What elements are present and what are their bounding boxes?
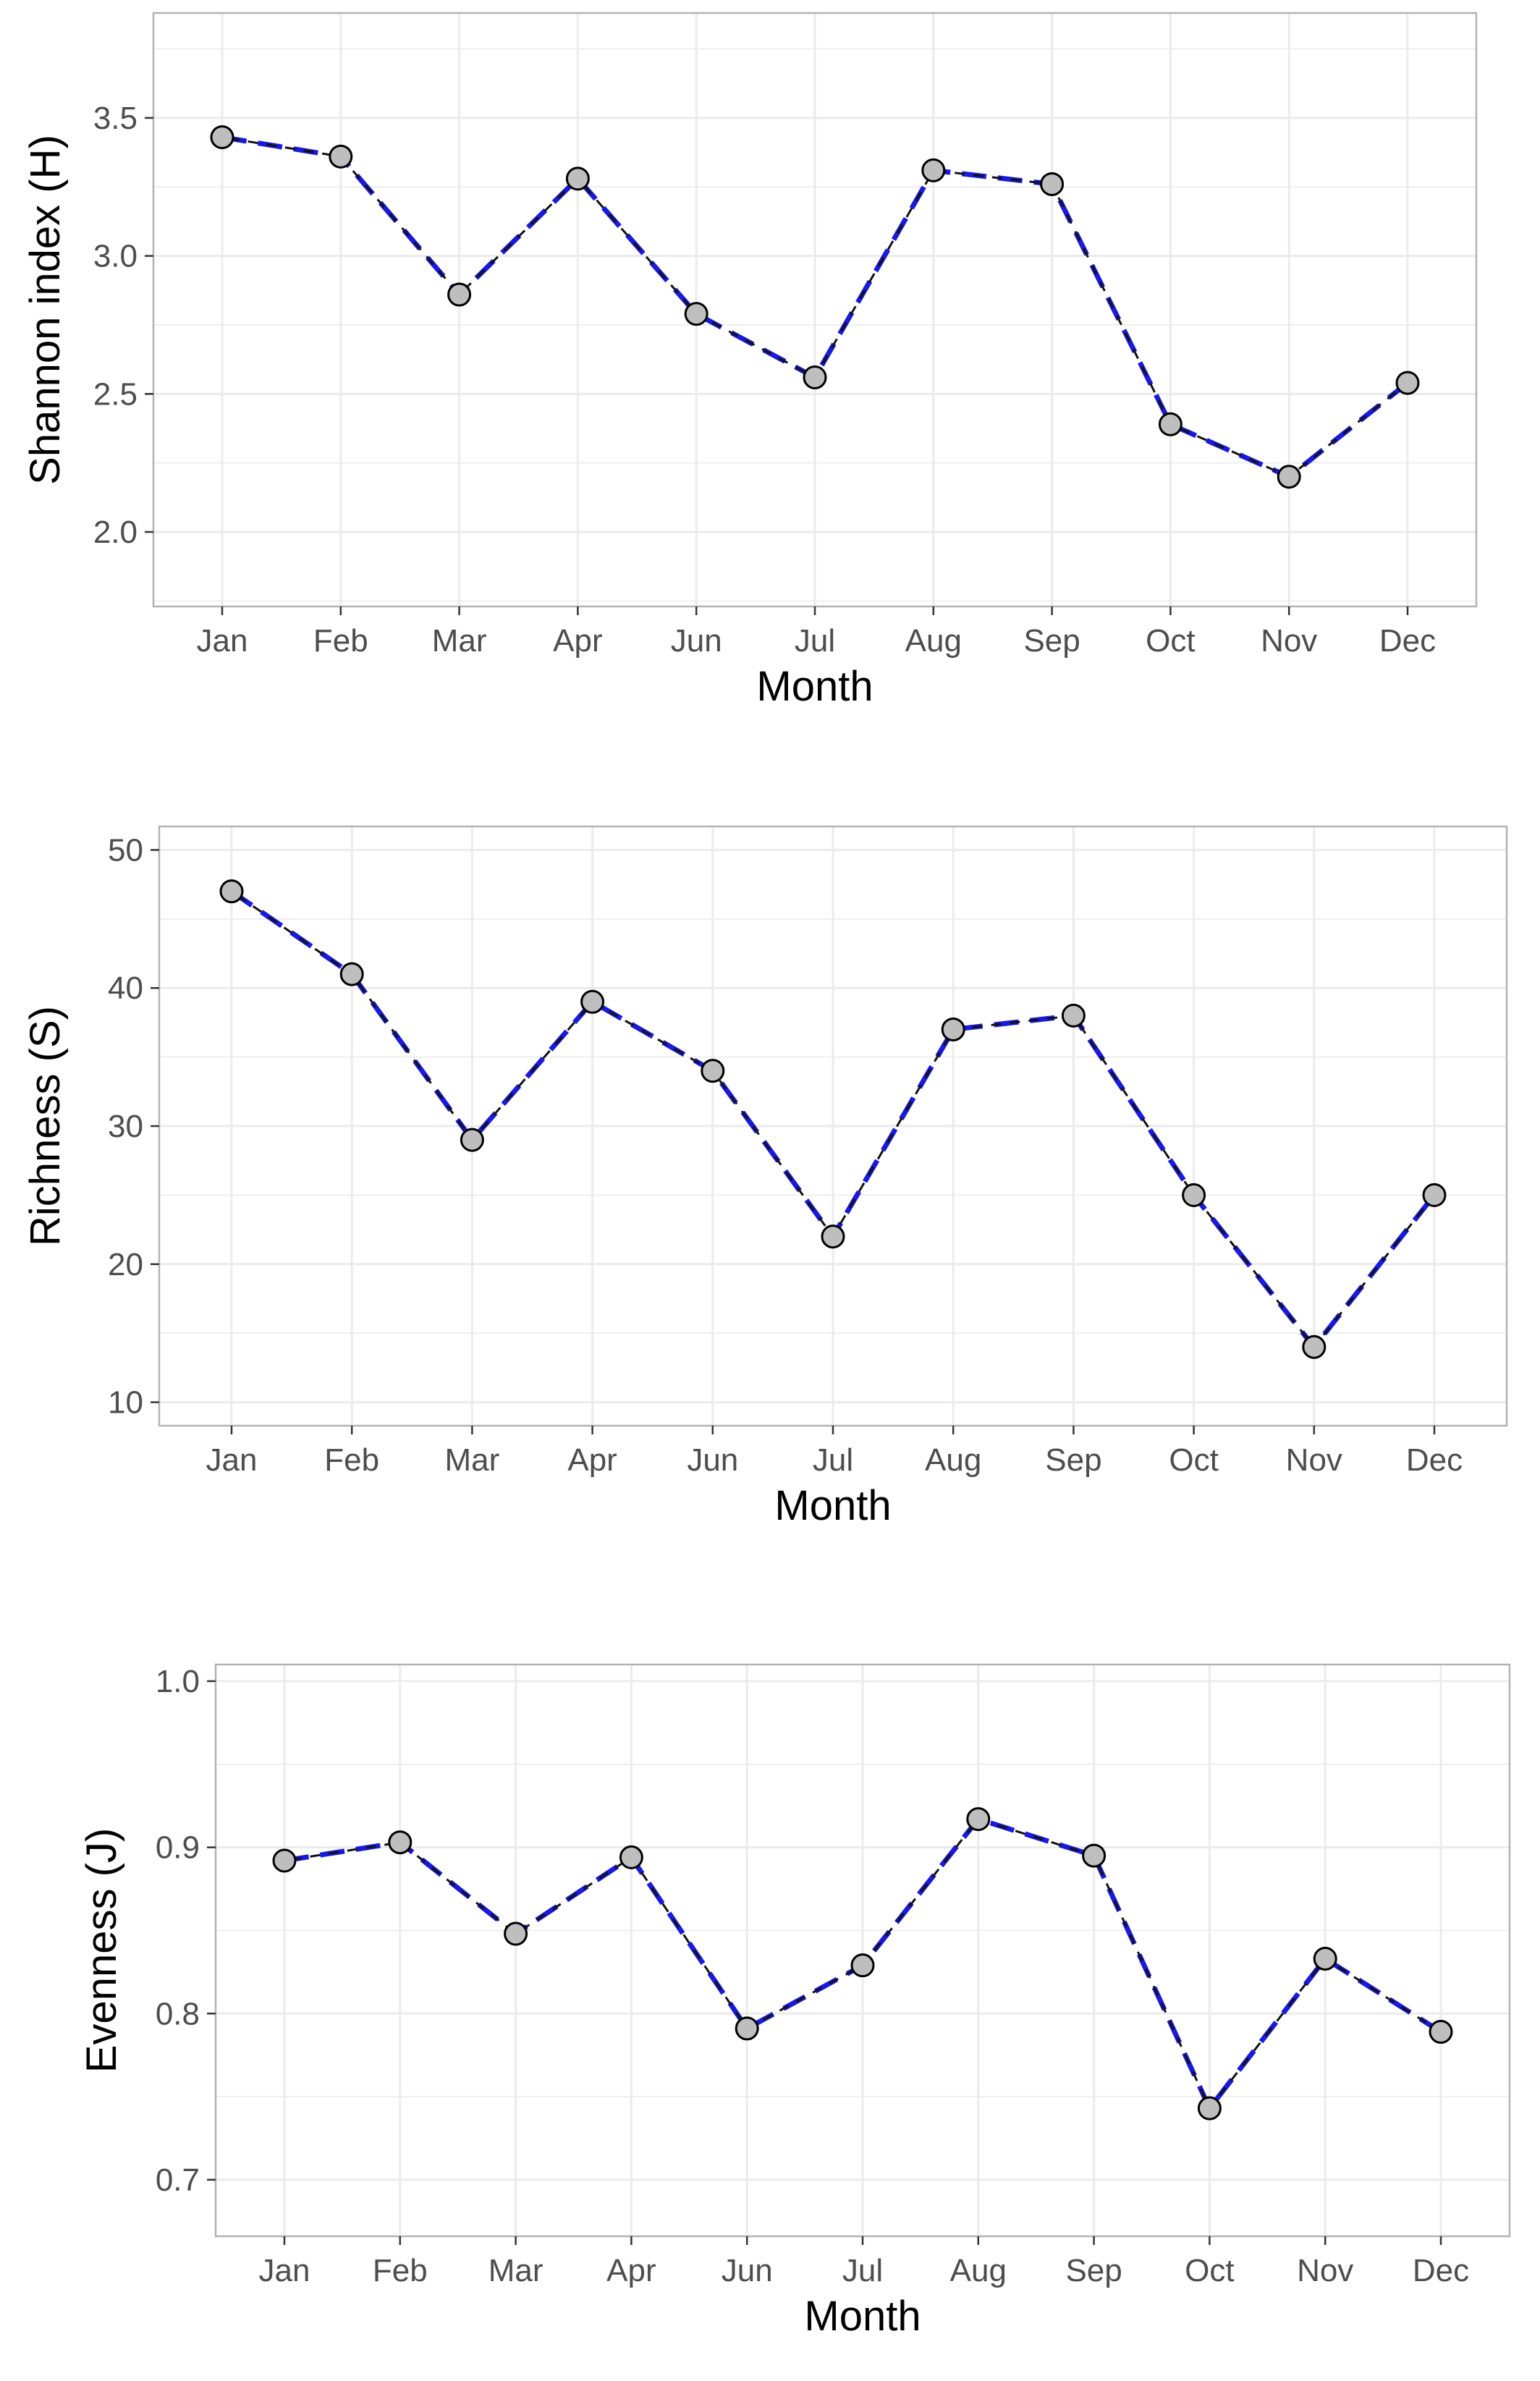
shannon-data-point bbox=[921, 158, 946, 182]
evenness-x-tick-label: Nov bbox=[1297, 2253, 1353, 2288]
shannon-x-tick-label: Jan bbox=[197, 623, 248, 659]
richness-data-point bbox=[1302, 1335, 1327, 1359]
richness-data-point bbox=[701, 1059, 725, 1083]
evenness-data-point bbox=[1197, 2096, 1222, 2120]
evenness-x-tick-label: Mar bbox=[488, 2253, 543, 2288]
richness-data-point bbox=[821, 1225, 845, 1249]
evenness-data-point bbox=[388, 1830, 412, 1855]
richness-data-point bbox=[580, 989, 605, 1014]
richness-x-tick-label: Jul bbox=[813, 1442, 853, 1478]
richness-data-point bbox=[1422, 1183, 1447, 1207]
shannon-y-tick-label: 3.5 bbox=[93, 101, 138, 136]
richness-y-tick-label: 20 bbox=[108, 1247, 143, 1282]
shannon-x-tick-label: Nov bbox=[1261, 623, 1317, 659]
shannon-x-tick-label: Mar bbox=[432, 623, 487, 659]
evenness-panel: 0.7 0.8 0.9 1.0 Jan Feb Mar Apr Jun Jul Aug Sep Oct N… bbox=[78, 1663, 1511, 2340]
richness-panel: 10 20 30 40 50 Jan Feb Mar Apr Jun Jul Aug Sep Oct Nov… bbox=[22, 825, 1508, 1529]
shannon-y-axis-title: Shannon index (H) bbox=[22, 135, 69, 485]
evenness-y-tick-label: 1.0 bbox=[156, 1664, 200, 1699]
richness-x-tick-label: Aug bbox=[925, 1442, 981, 1478]
shannon-x-tick-label: Apr bbox=[553, 623, 602, 659]
evenness-x-tick-label: Dec bbox=[1413, 2253, 1469, 2288]
evenness-x-tick-label: Jul bbox=[842, 2253, 883, 2288]
richness-x-tick-label: Nov bbox=[1286, 1442, 1342, 1478]
evenness-x-tick-label: Apr bbox=[606, 2253, 656, 2288]
richness-x-tick-label: Dec bbox=[1406, 1442, 1463, 1478]
evenness-x-tick-label: Jan bbox=[259, 2253, 310, 2288]
evenness-data-point bbox=[504, 1921, 528, 1946]
richness-data-point bbox=[941, 1017, 965, 1041]
shannon-y-tick-label: 3.0 bbox=[93, 239, 138, 274]
shannon-data-point bbox=[684, 302, 708, 326]
evenness-data-point bbox=[1429, 2020, 1453, 2044]
evenness-data-point bbox=[966, 1807, 991, 1832]
richness-x-tick-label: Sep bbox=[1045, 1442, 1101, 1478]
evenness-y-tick-label: 0.7 bbox=[156, 2162, 200, 2198]
shannon-x-tick-label: Jun bbox=[671, 623, 722, 659]
evenness-data-point bbox=[272, 1848, 297, 1873]
shannon-data-point bbox=[1040, 172, 1065, 196]
richness-y-axis-title: Richness (S) bbox=[22, 1006, 69, 1246]
evenness-y-tick-label: 0.9 bbox=[156, 1830, 200, 1866]
richness-data-point bbox=[460, 1128, 484, 1152]
shannon-data-point bbox=[565, 166, 590, 191]
evenness-x-tick-label: Sep bbox=[1065, 2253, 1122, 2288]
shannon-data-point bbox=[329, 144, 353, 169]
richness-y-tick-label: 30 bbox=[108, 1109, 143, 1144]
shannon-data-point bbox=[803, 365, 827, 389]
richness-data-point bbox=[339, 962, 364, 986]
evenness-data-point bbox=[1313, 1946, 1337, 1971]
shannon-data-point bbox=[1158, 412, 1182, 436]
richness-x-tick-label: Apr bbox=[567, 1442, 617, 1478]
shannon-data-point bbox=[447, 282, 472, 307]
evenness-data-point bbox=[850, 1953, 875, 1978]
shannon-x-tick-label: Sep bbox=[1023, 623, 1080, 659]
richness-x-tick-label: Mar bbox=[445, 1442, 500, 1478]
evenness-data-point bbox=[619, 1845, 643, 1869]
shannon-x-tick-label: Oct bbox=[1146, 623, 1195, 659]
shannon-data-point bbox=[1395, 371, 1420, 395]
evenness-x-tick-label: Aug bbox=[950, 2253, 1007, 2288]
shannon-data-point bbox=[1277, 465, 1301, 489]
richness-y-tick-label: 10 bbox=[108, 1385, 143, 1421]
richness-data-point bbox=[219, 879, 244, 904]
shannon-y-tick-label: 2.0 bbox=[93, 515, 138, 550]
richness-data-point bbox=[1182, 1183, 1206, 1207]
evenness-x-tick-label: Oct bbox=[1185, 2253, 1234, 2288]
richness-y-tick-label: 40 bbox=[108, 970, 143, 1006]
shannon-x-tick-label: Jul bbox=[795, 623, 835, 659]
richness-x-axis-title: Month bbox=[774, 1482, 891, 1529]
richness-x-tick-label: Oct bbox=[1169, 1442, 1218, 1478]
shannon-y-tick-label: 2.5 bbox=[93, 376, 138, 412]
evenness-x-axis-title: Month bbox=[804, 2293, 921, 2340]
evenness-data-point bbox=[735, 2016, 759, 2041]
evenness-y-tick-label: 0.8 bbox=[156, 1996, 200, 2031]
richness-x-tick-label: Jun bbox=[687, 1442, 738, 1478]
richness-data-point bbox=[1061, 1003, 1086, 1028]
richness-y-tick-label: 50 bbox=[108, 832, 143, 868]
evenness-y-axis-title: Evenness (J) bbox=[78, 1828, 125, 2073]
evenness-x-tick-label: Jun bbox=[722, 2253, 773, 2288]
shannon-panel: 2.0 2.5 3.0 3.5 Jan Feb Mar Apr Jun Jul Aug Sep Oct N… bbox=[22, 12, 1478, 710]
shannon-x-tick-label: Feb bbox=[313, 623, 368, 659]
evenness-x-tick-label: Feb bbox=[373, 2253, 428, 2288]
richness-x-tick-label: Feb bbox=[324, 1442, 379, 1478]
shannon-x-tick-label: Aug bbox=[905, 623, 962, 659]
shannon-x-axis-title: Month bbox=[756, 663, 873, 710]
shannon-x-tick-label: Dec bbox=[1379, 623, 1436, 659]
richness-x-tick-label: Jan bbox=[206, 1442, 258, 1478]
evenness-data-point bbox=[1082, 1843, 1107, 1868]
shannon-data-point bbox=[210, 125, 234, 150]
